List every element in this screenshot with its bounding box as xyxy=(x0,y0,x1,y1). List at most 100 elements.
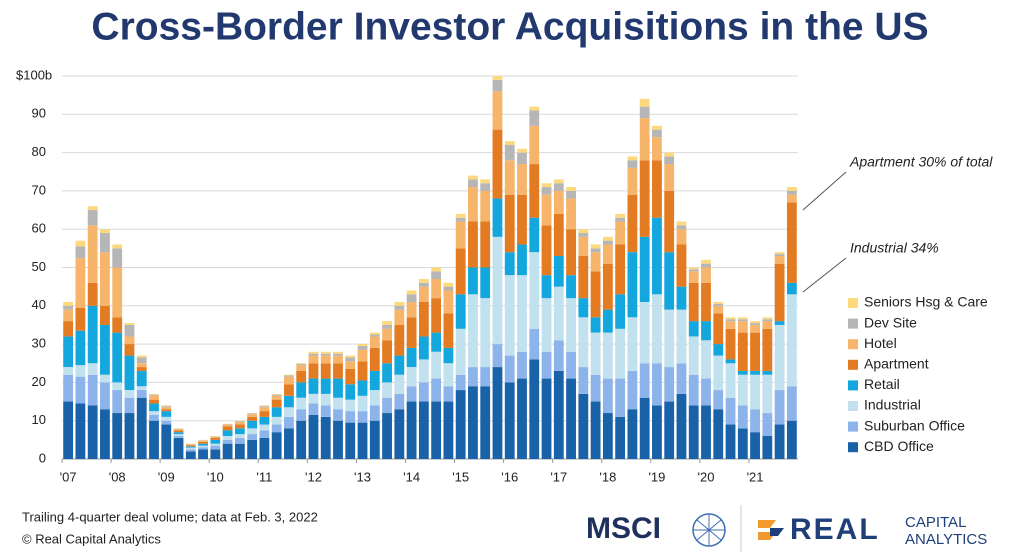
bar-segment xyxy=(504,141,515,145)
bar-segment xyxy=(149,403,159,412)
bar-segment xyxy=(639,98,650,107)
bar-segment xyxy=(541,225,552,276)
bar-segment xyxy=(455,213,466,218)
annotation: Industrial 34% xyxy=(850,240,939,256)
bar-segment xyxy=(124,323,135,325)
chart-title: Cross-Border Investor Acquisitions in th… xyxy=(91,5,928,48)
bar-segment xyxy=(124,390,135,398)
x-tick-label: '12 xyxy=(305,469,322,484)
bar-segment xyxy=(468,179,478,188)
bar-segment xyxy=(455,217,466,222)
bar-segment xyxy=(234,424,245,429)
bar-segment xyxy=(455,328,466,375)
bar-segment xyxy=(136,357,147,364)
bar-segment xyxy=(369,347,380,371)
bar-segment xyxy=(296,409,307,421)
bar-segment xyxy=(676,225,687,230)
bar-segment xyxy=(296,365,307,371)
bar-segment xyxy=(615,213,626,218)
bar-segment xyxy=(541,351,552,379)
bar-segment xyxy=(541,194,552,226)
x-tick-label: '07 xyxy=(60,469,77,484)
bar-segment xyxy=(566,378,576,459)
bar-segment xyxy=(602,378,613,414)
bar-segment xyxy=(382,321,392,325)
bar-segment xyxy=(639,236,650,302)
bar-segment xyxy=(185,444,196,446)
bar-segment xyxy=(590,332,601,375)
bar-segment xyxy=(529,106,540,111)
bar-segment xyxy=(443,286,454,291)
bar-segment xyxy=(75,376,86,404)
bar-segment xyxy=(602,263,613,310)
bar-segment xyxy=(517,164,527,195)
bar-segment xyxy=(161,406,172,408)
bar-segment xyxy=(431,332,442,352)
bar-segment xyxy=(210,437,221,440)
bar-segment xyxy=(566,275,576,299)
bar-segment xyxy=(737,321,748,333)
bar-segment xyxy=(418,286,429,302)
bar-segment xyxy=(357,349,368,362)
bar-segment xyxy=(259,405,270,407)
bar-segment xyxy=(652,129,662,138)
bar-segment xyxy=(725,328,736,360)
annotation-line xyxy=(802,171,847,211)
bar-segment xyxy=(701,405,711,459)
x-tick-label: '18 xyxy=(599,469,616,484)
bar-segment xyxy=(271,395,282,400)
bar-segment xyxy=(333,351,343,354)
bar-segment xyxy=(713,313,724,345)
bar-segment xyxy=(320,355,331,364)
bar-segment xyxy=(198,447,208,450)
bar-segment xyxy=(713,305,724,314)
bar-segment xyxy=(627,370,638,410)
bar-segment xyxy=(185,451,196,459)
bar-segment xyxy=(149,393,159,395)
bar-segment xyxy=(676,393,687,459)
bar-segment xyxy=(578,229,589,234)
bar-segment xyxy=(443,290,454,314)
bar-segment xyxy=(443,282,454,287)
bar-segment xyxy=(639,397,650,459)
x-tick-label: '15 xyxy=(452,469,469,484)
bar-segment xyxy=(63,401,74,459)
x-tick-label: '20 xyxy=(698,469,715,484)
bar-segment xyxy=(369,332,380,335)
bar-segment xyxy=(639,118,650,161)
bar-segment xyxy=(553,286,564,341)
bar-segment xyxy=(63,336,74,368)
y-tick-label: 50 xyxy=(32,259,46,274)
bar-segment xyxy=(308,414,319,459)
bar-segment xyxy=(713,301,724,304)
bar-segment xyxy=(664,156,675,165)
bar-segment xyxy=(308,378,319,394)
bar-segment xyxy=(418,401,429,459)
bar-segment xyxy=(357,380,368,396)
bar-segment xyxy=(737,370,748,375)
bar-segment xyxy=(602,240,613,245)
bar-segment xyxy=(382,363,392,383)
bar-segment xyxy=(504,355,515,383)
bar-segment xyxy=(480,221,491,268)
bar-segment xyxy=(418,336,429,360)
bar-segment xyxy=(517,275,527,352)
bar-segment xyxy=(750,321,760,324)
bar-segment xyxy=(136,355,147,358)
x-tick-label: '08 xyxy=(109,469,126,484)
bar-segment xyxy=(198,440,208,442)
bar-segment xyxy=(480,386,491,459)
bar-segment xyxy=(590,271,601,318)
bar-segment xyxy=(762,317,773,320)
bar-segment xyxy=(443,347,454,364)
bar-segment xyxy=(394,301,405,306)
bar-segment xyxy=(124,413,135,459)
legend-swatch xyxy=(848,318,858,329)
bar-segment xyxy=(394,305,405,310)
bar-segment xyxy=(210,449,221,459)
bar-segment xyxy=(688,267,699,270)
bar-segment xyxy=(664,401,675,459)
bar-segment xyxy=(382,324,392,329)
bar-segment xyxy=(713,409,724,459)
bar-segment xyxy=(590,401,601,459)
